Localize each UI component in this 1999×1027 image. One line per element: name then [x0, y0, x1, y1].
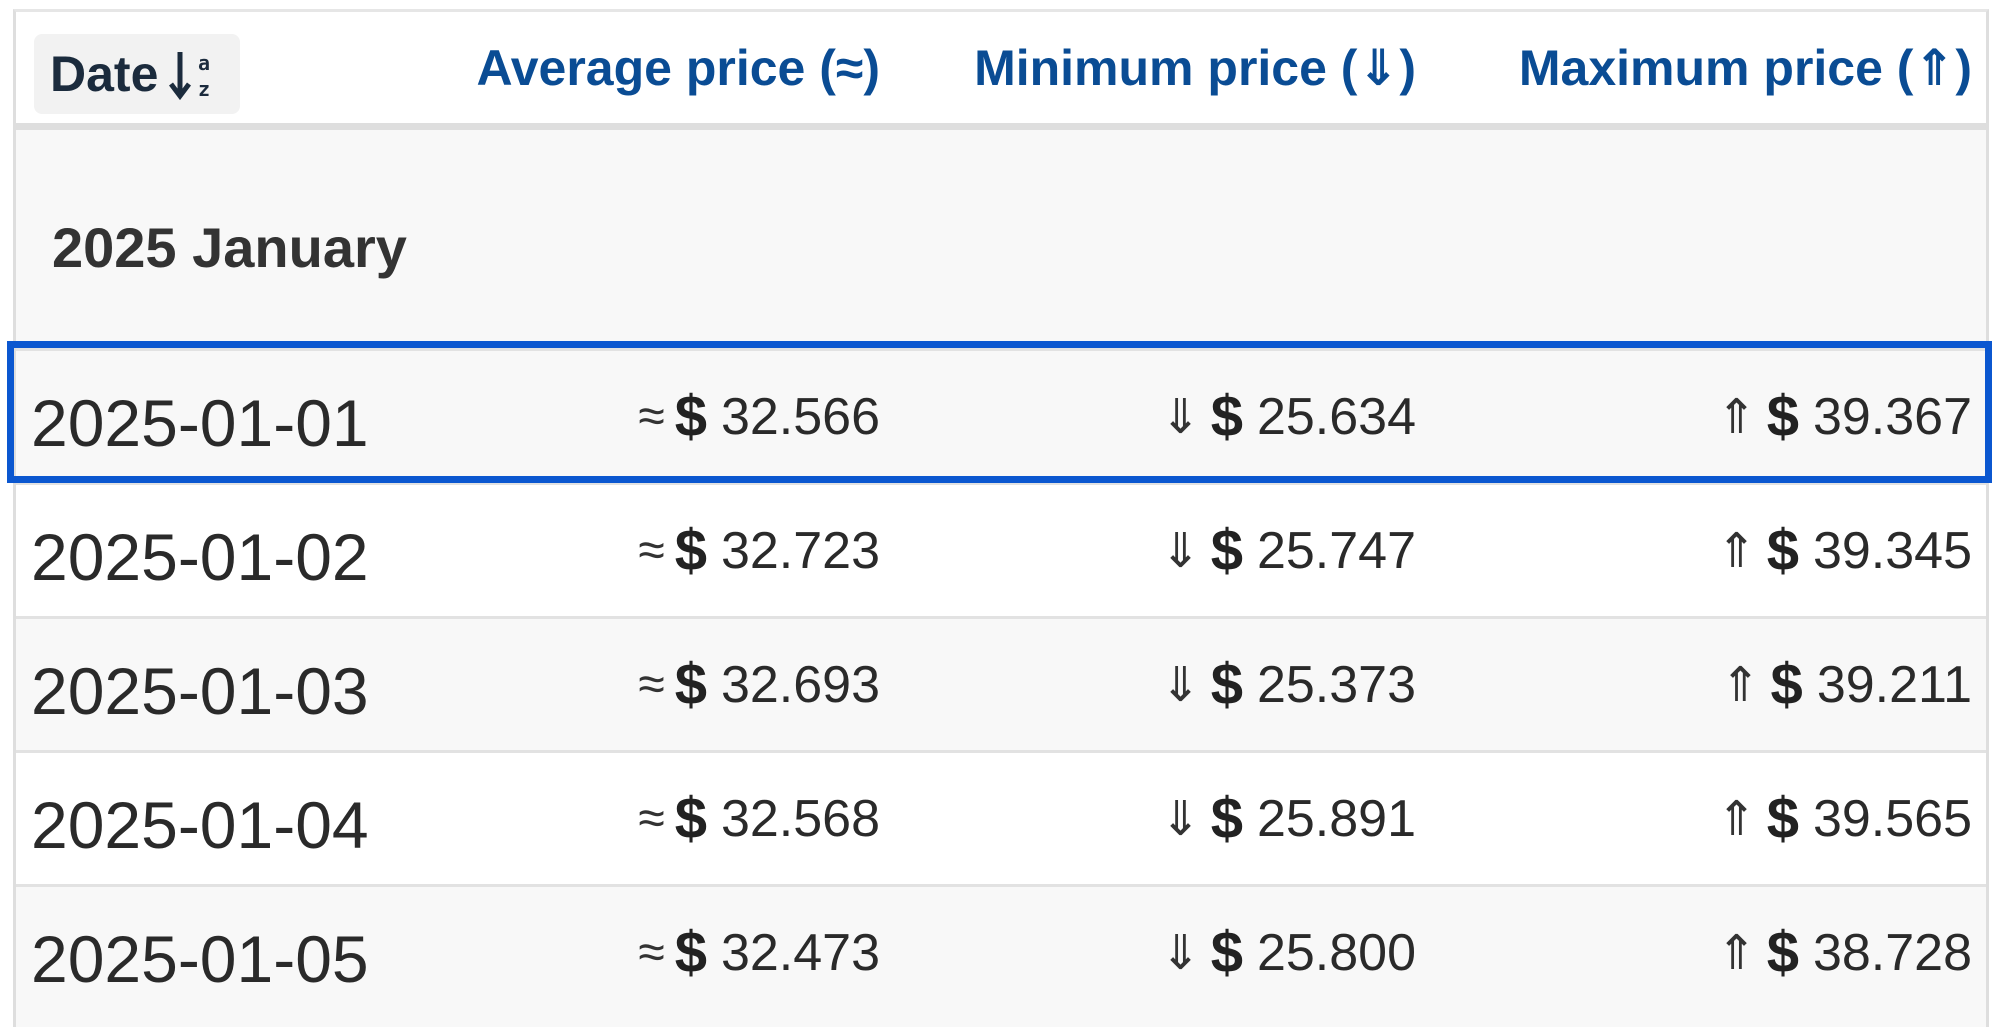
dollar-icon: $ [674, 920, 707, 985]
row-date: 2025-01-01 [31, 351, 369, 482]
date-header-label: Date [50, 46, 159, 102]
average-price-column-header[interactable]: Average price (≈) [476, 12, 880, 123]
minimum-value: 25.373 [1256, 655, 1416, 714]
average-value: 32.566 [720, 387, 880, 446]
arrow-up-icon: ⇑ [1716, 792, 1757, 846]
maximum-header-label: Maximum price (⇑) [1518, 39, 1972, 96]
row-date: 2025-01-02 [31, 485, 369, 616]
row-average-price: ≈ $32.473 [638, 887, 880, 1018]
row-average-price: ≈ $32.723 [638, 485, 880, 616]
row-date: 2025-01-05 [31, 887, 369, 1018]
approx-icon: ≈ [638, 658, 665, 711]
row-date: 2025-01-04 [31, 753, 369, 884]
row-average-price: ≈ $32.693 [638, 619, 880, 750]
month-group-label: 2025 January [52, 216, 407, 279]
arrow-down-icon: ⇓ [1160, 658, 1201, 712]
dollar-icon: $ [1210, 786, 1243, 851]
arrow-up-icon: ⇑ [1716, 390, 1757, 444]
row-minimum-price: ⇓ $25.747 [1160, 485, 1416, 616]
table-row[interactable]: 2025-01-02 ≈ $32.723 ⇓ $25.747 ⇑ $39.345 [16, 482, 1986, 616]
row-maximum-price: ⇑ $39.211 [1720, 619, 1972, 750]
row-minimum-price: ⇓ $25.373 [1160, 619, 1416, 750]
sort-ascending-icon[interactable]: a z [168, 44, 220, 104]
row-average-price: ≈ $32.566 [638, 351, 880, 482]
row-date: 2025-01-03 [31, 619, 369, 750]
approx-icon: ≈ [638, 524, 665, 577]
dollar-icon: $ [1210, 384, 1243, 449]
dollar-icon: $ [1770, 652, 1803, 717]
date-column-header[interactable]: Date a z [34, 34, 241, 114]
arrow-down-icon: ⇓ [1160, 390, 1201, 444]
dollar-icon: $ [1766, 384, 1799, 449]
minimum-value: 25.634 [1256, 387, 1416, 446]
dollar-icon: $ [1766, 920, 1799, 985]
row-date-text: 2025-01-03 [31, 653, 369, 728]
row-date-text: 2025-01-02 [31, 519, 369, 594]
average-value: 32.473 [720, 923, 880, 982]
month-group-row: 2025 January [16, 130, 1986, 348]
average-value: 32.723 [720, 521, 880, 580]
maximum-value: 39.565 [1812, 789, 1972, 848]
row-maximum-price: ⇑ $39.345 [1716, 485, 1972, 616]
dollar-icon: $ [1210, 652, 1243, 717]
table-header: Date a z Average price (≈) Minimum price… [16, 12, 1986, 130]
maximum-value: 38.728 [1812, 923, 1972, 982]
minimum-value: 25.891 [1256, 789, 1416, 848]
dollar-icon: $ [674, 786, 707, 851]
table-row[interactable]: 2025-01-01 ≈ $32.566 ⇓ $25.634 ⇑ $39.367 [16, 348, 1986, 482]
maximum-value: 39.211 [1816, 655, 1972, 714]
dollar-icon: $ [674, 652, 707, 717]
svg-text:z: z [198, 77, 210, 101]
average-value: 32.693 [720, 655, 880, 714]
price-table: Date a z Average price (≈) Minimum price… [13, 9, 1989, 1027]
dollar-icon: $ [674, 518, 707, 583]
row-maximum-price: ⇑ $38.728 [1716, 887, 1972, 1018]
approx-icon: ≈ [638, 792, 665, 845]
arrow-up-icon: ⇑ [1716, 524, 1757, 578]
approx-icon: ≈ [638, 390, 665, 443]
dollar-icon: $ [1210, 518, 1243, 583]
minimum-value: 25.800 [1256, 923, 1416, 982]
svg-text:a: a [198, 51, 210, 75]
maximum-value: 39.345 [1812, 521, 1972, 580]
row-date-text: 2025-01-01 [31, 385, 369, 460]
row-date-text: 2025-01-04 [31, 787, 369, 862]
table-row[interactable]: 2025-01-03 ≈ $32.693 ⇓ $25.373 ⇑ $39.211 [16, 616, 1986, 750]
row-minimum-price: ⇓ $25.891 [1160, 753, 1416, 884]
row-average-price: ≈ $32.568 [638, 753, 880, 884]
arrow-up-icon: ⇑ [1720, 658, 1761, 712]
arrow-down-icon: ⇓ [1160, 792, 1201, 846]
average-value: 32.568 [720, 789, 880, 848]
minimum-value: 25.747 [1256, 521, 1416, 580]
dollar-icon: $ [1210, 920, 1243, 985]
arrow-down-icon: ⇓ [1160, 926, 1201, 980]
row-date-text: 2025-01-05 [31, 921, 369, 996]
table-row[interactable]: 2025-01-05 ≈ $32.473 ⇓ $25.800 ⇑ $38.728 [16, 884, 1986, 1018]
table-row[interactable]: 2025-01-04 ≈ $32.568 ⇓ $25.891 ⇑ $39.565 [16, 750, 1986, 884]
minimum-header-label: Minimum price (⇓) [974, 39, 1416, 96]
maximum-value: 39.367 [1812, 387, 1972, 446]
arrow-up-icon: ⇑ [1716, 926, 1757, 980]
dollar-icon: $ [1766, 518, 1799, 583]
row-maximum-price: ⇑ $39.565 [1716, 753, 1972, 884]
approx-icon: ≈ [638, 926, 665, 979]
average-header-label: Average price (≈) [476, 39, 880, 96]
maximum-price-column-header[interactable]: Maximum price (⇑) [1519, 12, 1972, 123]
dollar-icon: $ [674, 384, 707, 449]
arrow-down-icon: ⇓ [1160, 524, 1201, 578]
dollar-icon: $ [1766, 786, 1799, 851]
row-minimum-price: ⇓ $25.800 [1160, 887, 1416, 1018]
row-maximum-price: ⇑ $39.367 [1716, 351, 1972, 482]
minimum-price-column-header[interactable]: Minimum price (⇓) [974, 12, 1416, 123]
row-minimum-price: ⇓ $25.634 [1160, 351, 1416, 482]
